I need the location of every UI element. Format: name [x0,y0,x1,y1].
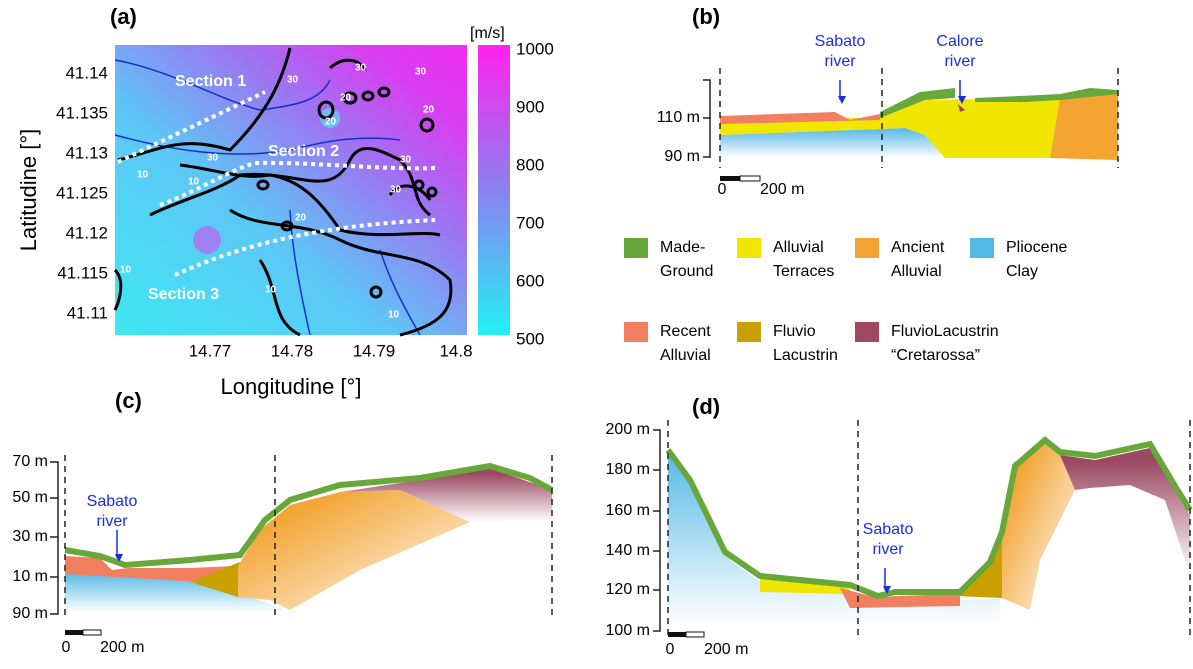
y-tick-label: 41.13 [65,143,108,162]
y-tick-label: 140 m [606,542,650,559]
legend [624,238,994,342]
colorbar-tick-label: 900 [516,97,544,116]
contour-label: 20 [325,117,337,128]
contour-label: 30 [355,63,367,74]
section-b [703,68,1119,182]
y-tick-label: 41.115 [57,263,108,282]
panel-label: (a) [110,4,137,29]
legend-label: Alluvial [660,347,711,364]
y-tick-label: 110 m [657,109,700,126]
legend-label: Alluvial [773,239,824,256]
x-tick-label: 14.8 [439,341,472,360]
x-tick-label: 14.78 [271,341,314,360]
y-axis-label: Latitudine [°] [16,129,41,252]
contour-label: 20 [295,213,307,224]
legend-label: Recent [660,323,711,340]
river-label: river [944,53,976,70]
contour-label: 20 [340,93,352,104]
contour-label: 10 [388,310,400,321]
river-label: Calore [936,33,983,50]
contour-label: 30 [400,155,412,166]
contour-label: 10 [137,170,149,181]
colorbar-tick-label: 600 [516,271,544,290]
colorbar-tick-label: 500 [516,329,544,348]
colorbar-tick-label: 700 [516,213,544,232]
section-label: Section 3 [148,286,219,303]
river-label: Sabato [815,33,866,50]
y-tick-label: 90 m [664,148,700,165]
y-tick-label: 160 m [606,502,650,519]
legend-label: Lacustrin [773,347,838,364]
legend-label: Ancient [891,239,945,256]
section-label: Section 2 [268,143,339,160]
legend-label: Terraces [773,263,834,280]
river-label: river [96,513,128,530]
contour-label: 10 [188,177,200,188]
scale-label: 200 m [100,639,144,656]
y-tick-label: 41.12 [65,223,108,242]
legend-label: Alluvial [891,263,942,280]
y-tick-label: 120 m [606,581,650,598]
y-tick-label: 50 m [12,489,48,506]
y-tick-label: 200 m [606,421,650,438]
legend-label: Ground [660,263,713,280]
river-label: Sabato [87,493,138,510]
contour-label: 10 [265,285,277,296]
colorbar-unit: [m/s] [470,25,505,42]
colorbar-tick-label: 1000 [516,39,554,58]
section-d [653,420,1193,640]
legend-label: “Cretarossa” [891,347,980,364]
x-axis-label: Longitudine [°] [221,374,362,399]
y-tick-label: 100 m [606,622,650,639]
legend-label: Clay [1006,263,1038,280]
section-c [50,455,554,636]
panel-label: (c) [115,388,142,413]
y-tick-label: 41.125 [56,183,108,202]
colorbar-tick-label: 800 [516,155,544,174]
scale-label: 200 m [704,641,748,658]
scale-label: 0 [666,641,675,658]
y-tick-label: 180 m [606,461,650,478]
contour-label: 30 [390,185,402,196]
panel-label: (b) [692,4,720,29]
legend-label: Pliocene [1006,239,1067,256]
contour-label: 10 [120,265,132,276]
contour-label: 30 [287,75,299,86]
river-label: Sabato [863,521,914,538]
river-label: river [872,541,904,558]
scale-label: 0 [62,639,71,656]
y-tick-label: 70 m [12,453,48,470]
river-label: river [824,53,856,70]
contour-label: 30 [207,153,219,164]
section-label: Section 1 [175,73,246,90]
contour-label: 30 [415,67,427,78]
scale-label: 200 m [760,181,804,198]
y-tick-label: 41.14 [65,63,108,82]
legend-label: Fluvio [773,323,816,340]
panel-label: (d) [692,394,720,419]
legend-label: FluvioLacustrin [891,323,999,340]
legend-label: Made- [660,239,705,256]
y-tick-label: 30 m [12,528,48,545]
y-tick-label: 10 m [12,568,48,585]
x-tick-label: 14.77 [189,341,232,360]
y-tick-label: 41.135 [56,103,108,122]
contour-label: 20 [423,105,435,116]
scale-label: 0 [718,181,727,198]
map [113,45,467,337]
x-tick-label: 14.79 [353,341,396,360]
y-tick-label: 90 m [12,605,48,622]
colorbar [478,45,510,335]
y-tick-label: 41.11 [67,303,108,322]
